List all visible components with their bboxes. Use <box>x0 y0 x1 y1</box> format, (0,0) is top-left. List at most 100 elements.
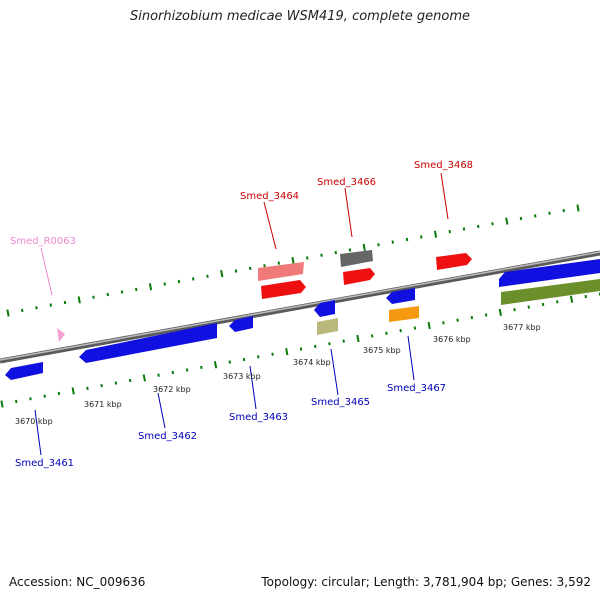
minor-tick <box>234 269 238 273</box>
minor-tick <box>541 302 545 307</box>
gene-feature-orange[interactable] <box>389 306 419 322</box>
minor-tick <box>15 399 18 404</box>
gene-label-smed-3468[interactable]: Smed_3468 <box>414 160 473 171</box>
minor-tick <box>228 360 232 364</box>
reverse-genes <box>5 288 419 380</box>
minor-tick <box>534 214 537 218</box>
rna-feature-pink[interactable] <box>57 328 65 342</box>
genome-backbone-highlight <box>0 251 600 361</box>
gene-label-smed-r0063[interactable]: Smed_R0063 <box>10 236 76 247</box>
major-tick <box>356 334 360 343</box>
minor-tick <box>157 373 160 377</box>
gene-feature-blue[interactable] <box>229 316 253 332</box>
minor-tick <box>163 282 166 286</box>
minor-tick <box>477 224 480 229</box>
scale-label: 3673 kbp <box>223 372 261 381</box>
minor-tick <box>342 339 345 343</box>
scale-label: 3676 kbp <box>433 335 471 344</box>
minor-tick <box>584 294 587 299</box>
gene-feature-red[interactable] <box>343 268 375 285</box>
minor-tick <box>405 237 409 242</box>
gene-label-smed-3464[interactable]: Smed_3464 <box>240 191 299 202</box>
accession-text: Accession: NC_009636 <box>9 575 146 589</box>
gene-label-smed-3461[interactable]: Smed_3461 <box>15 458 74 469</box>
minor-tick <box>548 211 551 215</box>
major-tick <box>220 270 224 278</box>
minor-tick <box>171 370 175 375</box>
gene-feature-olive[interactable] <box>501 279 600 305</box>
forward-genes <box>57 250 600 342</box>
major-tick <box>569 295 574 303</box>
major-tick <box>142 374 146 382</box>
scale-label: 3670 kbp <box>15 417 53 426</box>
minor-tick <box>57 391 61 396</box>
minor-tick <box>420 235 423 239</box>
minor-tick <box>29 397 32 401</box>
gene-label-smed-3462[interactable]: Smed_3462 <box>138 431 197 442</box>
gene-feature-blue[interactable] <box>79 323 217 363</box>
minor-tick <box>35 306 38 310</box>
gene-label-smed-3463[interactable]: Smed_3463 <box>229 412 288 423</box>
major-tick <box>427 321 431 330</box>
minor-tick <box>192 277 195 281</box>
minor-tick <box>328 342 331 346</box>
scale-label: 3677 kbp <box>503 323 541 332</box>
lower-tick-track <box>0 292 600 408</box>
minor-tick <box>249 266 252 271</box>
gene-feature-blue[interactable] <box>5 362 43 380</box>
minor-tick <box>135 287 138 292</box>
gene-label-smed-3467[interactable]: Smed_3467 <box>387 383 446 394</box>
minor-tick <box>399 329 402 333</box>
gene-feature-blue[interactable] <box>314 300 335 317</box>
major-tick <box>498 308 502 316</box>
minor-tick <box>43 394 46 398</box>
scale-label: 3671 kbp <box>84 400 122 409</box>
minor-tick <box>491 222 494 226</box>
minor-tick <box>206 274 209 278</box>
major-tick <box>285 348 289 356</box>
gene-feature-blue[interactable] <box>499 259 600 287</box>
minor-tick <box>86 386 89 390</box>
major-tick <box>291 256 295 265</box>
minor-tick <box>527 305 531 309</box>
scale-label: 3672 kbp <box>153 385 191 394</box>
minor-tick <box>299 347 303 351</box>
major-tick <box>6 309 10 317</box>
major-tick <box>362 243 366 251</box>
gene-label-smed-3465[interactable]: Smed_3465 <box>311 397 370 408</box>
major-tick <box>148 283 153 291</box>
genome-backbone <box>0 250 600 364</box>
major-tick <box>77 296 81 304</box>
minor-tick <box>462 227 466 231</box>
gene-feature-red[interactable] <box>261 280 306 299</box>
gene-feature-pink[interactable] <box>258 262 304 281</box>
scale-label: 3675 kbp <box>363 346 401 355</box>
gene-feature-khaki[interactable] <box>317 318 338 335</box>
minor-tick <box>92 295 95 299</box>
minor-tick <box>114 381 118 385</box>
minor-tick <box>442 321 445 325</box>
minor-tick <box>334 250 337 255</box>
minor-tick <box>314 344 317 349</box>
label-leaders <box>34 172 449 456</box>
minor-tick <box>370 334 374 338</box>
minor-tick <box>263 264 266 268</box>
gene-feature-darkgray[interactable] <box>340 250 373 267</box>
gene-feature-blue[interactable] <box>386 288 415 304</box>
minor-tick <box>49 303 52 307</box>
genome-summary-text: Topology: circular; Length: 3,781,904 bp… <box>261 575 591 589</box>
gene-label-smed-3466[interactable]: Smed_3466 <box>317 177 376 188</box>
upper-tick-track <box>6 204 580 317</box>
minor-tick <box>63 300 67 305</box>
minor-tick <box>377 243 380 247</box>
minor-tick <box>120 290 124 294</box>
minor-tick <box>413 326 417 330</box>
minor-tick <box>306 256 309 260</box>
minor-tick <box>513 308 516 312</box>
gene-feature-red[interactable] <box>436 253 472 270</box>
minor-tick <box>470 315 474 320</box>
minor-tick <box>484 313 488 317</box>
minor-tick <box>106 292 109 297</box>
minor-tick <box>348 248 352 252</box>
